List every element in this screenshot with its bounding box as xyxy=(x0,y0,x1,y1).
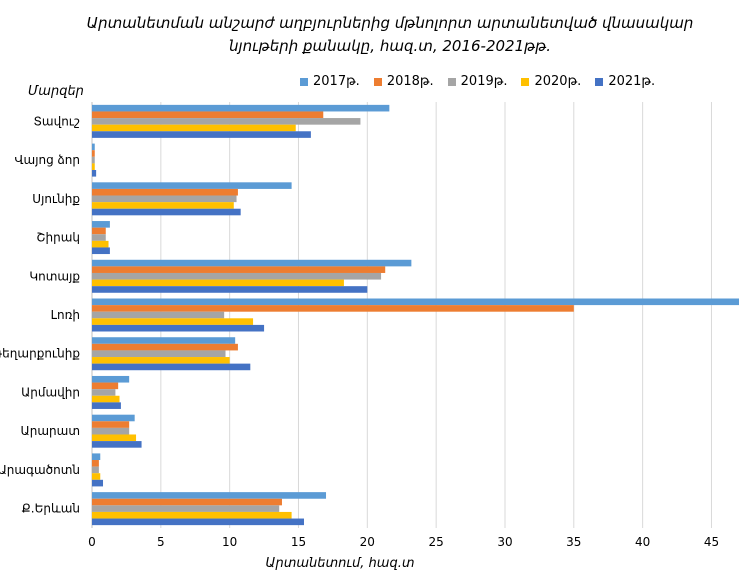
legend-label: 2021թ. xyxy=(608,74,656,89)
bar xyxy=(92,208,241,216)
category-label: Կոտայք xyxy=(29,269,80,283)
legend-swatch xyxy=(521,77,530,86)
category-label: Լոռի xyxy=(51,308,80,322)
bar xyxy=(92,118,361,125)
bar xyxy=(92,421,130,428)
legend-label: 2017թ. xyxy=(313,74,360,89)
bar xyxy=(92,221,110,228)
bar xyxy=(92,453,101,461)
legend-item: 2017թ. xyxy=(300,74,360,89)
legend: 2017թ. 2018թ. 2019թ. 2020թ. 2021թ. xyxy=(300,74,655,89)
category-label: Գեղարքունիք xyxy=(0,347,80,361)
bar xyxy=(92,427,130,435)
legend-item: 2018թ. xyxy=(373,74,434,89)
bar xyxy=(92,460,99,467)
bar xyxy=(92,511,292,519)
bar xyxy=(92,498,282,506)
bar xyxy=(92,441,142,448)
bar xyxy=(92,202,234,209)
category-label: Արարատ xyxy=(21,424,80,438)
bar xyxy=(92,305,574,312)
bar xyxy=(92,473,101,480)
bar xyxy=(92,163,95,170)
y-axis-label: Մարզեր xyxy=(28,84,84,99)
bar xyxy=(92,240,109,248)
category-label: Արմավիր xyxy=(21,385,80,399)
bar xyxy=(92,182,292,189)
x-tick-label: 10 xyxy=(222,535,237,549)
legend-item: 2021թ. xyxy=(595,74,655,89)
bar xyxy=(92,124,296,132)
bar xyxy=(92,286,368,293)
category-label: Սյունիք xyxy=(32,192,80,206)
bar xyxy=(92,389,116,396)
bar xyxy=(92,479,104,487)
bar xyxy=(92,234,106,241)
bar xyxy=(92,266,386,273)
legend-label: 2019թ. xyxy=(460,74,508,89)
bar xyxy=(92,375,130,383)
category-label: Շիրակ xyxy=(36,231,80,245)
x-tick-label: 5 xyxy=(157,535,165,549)
x-axis-label: Արտանետում, հազ.տ xyxy=(265,556,415,571)
category-label: Տավուշ xyxy=(33,114,80,128)
bar xyxy=(92,357,230,364)
bar xyxy=(92,395,120,403)
bar xyxy=(92,169,97,177)
x-tick-label: 25 xyxy=(429,535,444,549)
bar xyxy=(92,188,238,196)
legend-swatch xyxy=(300,77,308,86)
bar xyxy=(92,434,137,442)
category-label: Վայոց ձոր xyxy=(14,153,80,167)
bar xyxy=(92,343,238,351)
bar xyxy=(92,227,106,235)
bar xyxy=(92,311,225,319)
legend-swatch xyxy=(373,77,382,86)
bar xyxy=(92,505,280,512)
legend-item: 2020թ. xyxy=(521,74,581,89)
bar xyxy=(92,259,412,267)
x-tick-label: 30 xyxy=(497,535,512,549)
bar xyxy=(92,350,226,358)
category-label: Արագածոտն xyxy=(0,463,80,477)
legend-swatch xyxy=(447,77,456,86)
legend-swatch xyxy=(595,77,604,86)
bar xyxy=(92,195,237,203)
x-tick-label: 35 xyxy=(566,535,581,549)
bar xyxy=(92,318,254,325)
x-tick-label: 40 xyxy=(635,535,650,549)
bar xyxy=(92,402,121,409)
bar xyxy=(92,298,739,306)
bar xyxy=(92,131,311,138)
bar xyxy=(92,324,265,332)
bar xyxy=(92,104,390,112)
category-label: Ք.Երևան xyxy=(22,502,80,516)
bar xyxy=(92,414,135,422)
bar xyxy=(92,279,344,287)
bar xyxy=(92,363,251,371)
chart-title-line-2: նյութերի քանակը, հազ.տ, 2016-2021թթ. xyxy=(228,37,552,55)
bar xyxy=(92,466,99,474)
bar xyxy=(92,382,119,390)
legend-label: 2018թ. xyxy=(386,74,434,89)
x-tick-label: 0 xyxy=(88,535,96,549)
x-tick-label: 20 xyxy=(360,535,375,549)
bar xyxy=(92,247,110,255)
bar xyxy=(92,492,327,499)
bar xyxy=(92,150,95,157)
bar xyxy=(92,111,324,119)
legend-label: 2020թ. xyxy=(534,74,582,89)
chart-title-line-1: Արտանետման անշարժ աղբյուրներից մթնոլորտ … xyxy=(86,14,694,32)
bar xyxy=(92,143,95,151)
bar xyxy=(92,272,382,280)
legend-item: 2019թ. xyxy=(447,74,508,89)
bar xyxy=(92,337,236,344)
bar xyxy=(92,156,95,164)
bar xyxy=(92,518,304,526)
x-tick-label: 45 xyxy=(704,535,719,549)
x-tick-label: 15 xyxy=(291,535,306,549)
